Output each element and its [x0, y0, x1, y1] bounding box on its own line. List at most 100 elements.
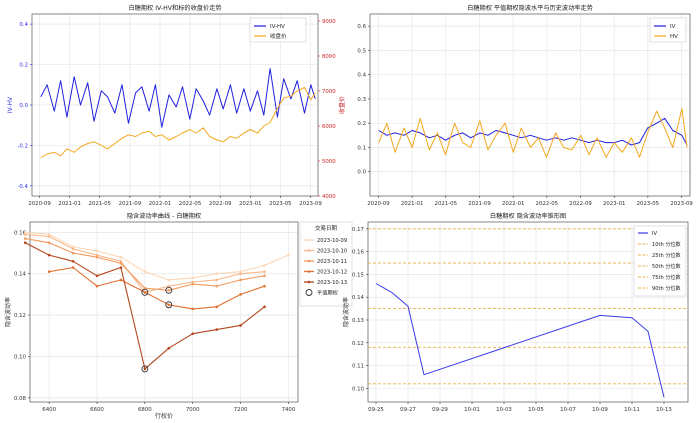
legend-label: IV	[670, 24, 676, 30]
legend-label: 10th 分位数	[652, 241, 681, 248]
series-point	[215, 305, 218, 309]
series-point	[167, 284, 171, 288]
atm-point	[141, 365, 149, 373]
x-tick-label: 6800	[138, 407, 152, 413]
x-tick-label: 2021-05	[88, 201, 111, 207]
series-point	[239, 324, 242, 327]
legend-box	[299, 221, 353, 307]
chart-title: 白糖期权 平值期权隐波水平与历史波动率走势	[467, 4, 593, 12]
x-tick-label: 2022-05	[536, 201, 559, 207]
series-point	[167, 346, 171, 350]
y-tick-label: 0.1	[357, 145, 366, 151]
atm-point	[165, 301, 173, 309]
series-point	[191, 332, 195, 336]
series-point	[167, 303, 171, 307]
series-point	[263, 274, 266, 278]
series-point	[215, 284, 218, 288]
y-tick-label: 0.12	[352, 341, 364, 347]
x-tick-label: 2023-09	[299, 201, 322, 207]
series-point	[263, 264, 266, 267]
series-point	[23, 241, 27, 244]
x-tick-label: 6600	[90, 407, 104, 413]
series-point	[239, 293, 242, 296]
chart-title: 白糖期权 隐含波动率锥形图	[490, 212, 566, 220]
y-tick-label: 0.15	[352, 272, 364, 278]
series-point	[23, 233, 27, 236]
y-tick-label: 0.12	[14, 313, 26, 319]
y-tick-label: 0.4	[19, 22, 28, 28]
series-point	[143, 367, 147, 371]
chart-title: 隐含波动率曲线 - 白糖期权	[127, 212, 201, 220]
y-axis-label: 隐含波动率	[342, 297, 350, 327]
series-point	[47, 235, 51, 238]
legend-label: 2023-10-10	[317, 249, 347, 255]
chart-p2: 白糖期权 平值期权隐波水平与历史波动率走势 2020-09 2021-01 2021-…	[357, 4, 693, 207]
y-tick-label: 0.10	[14, 354, 27, 360]
y-right-tick-label: 9000	[322, 19, 336, 25]
y-tick-label: 0.2	[19, 63, 28, 69]
legend-box	[633, 225, 687, 297]
x-tick-label: 6400	[42, 407, 56, 413]
x-tick-label: 10-09	[592, 407, 608, 413]
y-tick-label: 0.08	[14, 396, 27, 402]
legend-label: 90th 分位数	[652, 285, 681, 292]
x-tick-label: 2022-09	[209, 201, 232, 207]
y-axis-label: 隐含波动率	[4, 297, 12, 327]
series-point	[263, 305, 266, 309]
series-point	[287, 253, 290, 257]
series-point	[71, 245, 75, 249]
series-point	[47, 241, 51, 244]
x-tick-label: 2021-01	[58, 201, 81, 207]
series-point	[215, 278, 218, 282]
x-tick-label: 2022-01	[149, 201, 172, 207]
legend-label: 平值期权	[317, 289, 339, 297]
series-point	[239, 270, 242, 273]
series-point	[119, 255, 123, 259]
x-tick-label: 2020-09	[367, 201, 390, 207]
legend-box	[649, 17, 687, 43]
series-line-0	[40, 68, 316, 128]
x-tick-label: 2023-09	[670, 201, 693, 207]
x-tick-label: 7200	[234, 407, 248, 413]
y-axis-label: IV-HV	[7, 96, 14, 113]
series-point	[143, 291, 147, 294]
legend-swatch-point	[307, 249, 311, 252]
series-point	[71, 260, 75, 263]
series-point	[23, 231, 27, 234]
y-tick-label: 0.2	[357, 121, 366, 127]
x-tick-label: 2021-09	[119, 201, 142, 207]
y-tick-label: 0.10	[352, 386, 365, 392]
series-point	[95, 253, 99, 257]
y-tick-label: 0.3	[357, 97, 366, 103]
chart-p3: 隐含波动率曲线 - 白糖期权 6400 6600 6800 7000 7200 7400 0.…	[4, 212, 353, 420]
series-point	[47, 233, 51, 236]
x-tick-label: 10-13	[656, 407, 672, 413]
x-tick-label: 09-29	[432, 407, 448, 413]
series-point	[119, 262, 123, 265]
x-tick-label: 10-01	[464, 407, 480, 413]
x-tick-label: 10-11	[624, 407, 640, 413]
x-tick-label: 2023-05	[269, 201, 292, 207]
x-tick-label: 2020-09	[28, 201, 51, 207]
y-tick-label: 0.0	[357, 170, 366, 176]
y-tick-label: 0.5	[357, 48, 366, 54]
series-line-0	[25, 231, 289, 281]
x-tick-label: 09-27	[400, 407, 416, 413]
series-point	[239, 278, 242, 282]
series-line-0	[378, 117, 688, 146]
y-tick-label: 0.13	[352, 318, 364, 324]
series-line-1	[378, 108, 688, 158]
series-line-0	[375, 283, 665, 398]
plot-frame	[369, 13, 691, 197]
y-tick-label: 0.0	[19, 103, 28, 109]
y-right-tick-label: 6000	[322, 124, 336, 130]
y-right-axis-label: 收盘价	[338, 96, 346, 114]
x-tick-label: 2022-05	[179, 201, 202, 207]
series-point	[191, 280, 195, 284]
x-axis-label: 行权价	[155, 412, 173, 419]
y-tick-label: 0.14	[14, 272, 27, 278]
series-point	[239, 272, 242, 276]
x-tick-label: 2023-01	[239, 201, 262, 207]
series-point	[95, 274, 99, 278]
